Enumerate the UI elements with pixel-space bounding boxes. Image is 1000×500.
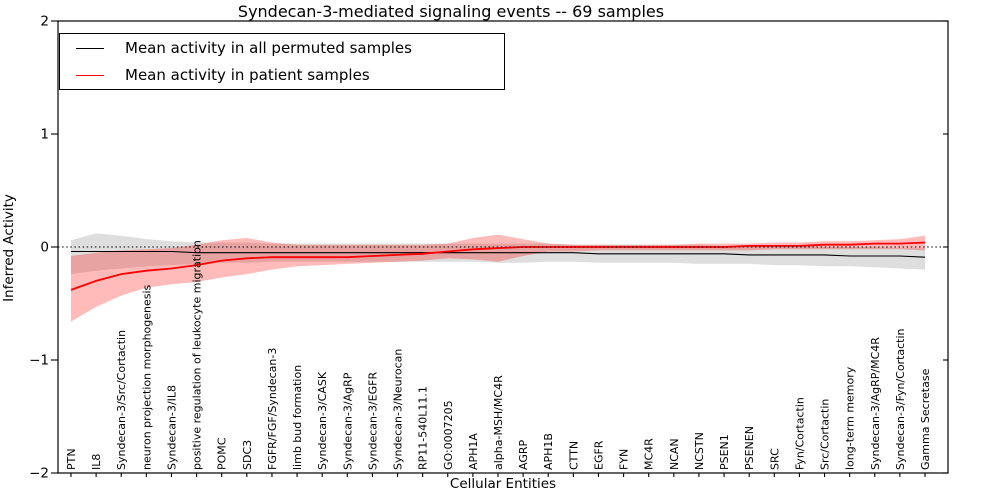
x-tick-label: Syndecan-3/Src/Cortactin	[115, 330, 128, 470]
x-tick-label: Gamma Secretase	[919, 368, 932, 470]
x-tick-label: APH1B	[542, 433, 555, 470]
x-tick-label: FYN	[618, 449, 631, 470]
series-lines-layer	[70, 241, 926, 291]
x-tick-label: Syndecan-3/Fyn/Cortactin	[894, 328, 907, 470]
x-tick-label: neuron projection morphogenesis	[140, 284, 153, 470]
x-tick-label: IL8	[90, 454, 103, 470]
x-tick-label: Syndecan-3/AgRP/MC4R	[869, 337, 882, 470]
x-tick-label: long-term memory	[844, 366, 857, 470]
x-tick-label: CTTN	[567, 441, 580, 470]
x-tick-label: RP11-540L11.1	[417, 386, 430, 470]
x-tick-label: POMC	[216, 437, 229, 470]
axis-ticks-layer	[51, 20, 948, 477]
x-tick-label: EGFR	[592, 440, 605, 470]
x-tick-label: Src/Cortactin	[819, 399, 832, 470]
x-tick-label: AGRP	[517, 440, 530, 470]
x-tick-label: NCSTN	[693, 432, 706, 470]
chart-title: Syndecan-3-mediated signaling events -- …	[237, 2, 665, 21]
x-tick-label: MC4R	[643, 438, 656, 470]
confidence-band-0	[71, 233, 925, 275]
legend-line-swatch-red	[76, 74, 104, 76]
y-tick-label: −1	[29, 353, 49, 369]
x-tick-label: Fyn/Cortactin	[793, 397, 806, 470]
x-tick-labels: PTN IL8 Syndecan-3/Src/Cortactin neuron pro…	[65, 240, 932, 470]
y-tick-labels: 43210−1−2−3−4	[29, 14, 49, 482]
x-tick-label: Syndecan-3/EGFR	[366, 372, 379, 470]
x-tick-label: Syndecan-3/AgRP	[341, 372, 354, 470]
y-tick-label: −2	[29, 466, 49, 482]
x-tick-label: Syndecan-3/CASK	[316, 371, 329, 470]
x-tick-label: GO:0007205	[442, 400, 455, 470]
legend-label-permuted: Mean activity in all permuted samples	[125, 39, 412, 57]
x-tick-label: Syndecan-3/IL8	[165, 385, 178, 470]
x-tick-label: SRC	[768, 448, 781, 470]
x-tick-label: FGFR/FGF/Syndecan-3	[266, 348, 279, 470]
y-tick-label: 2	[40, 14, 49, 30]
x-tick-label: limb bud formation	[291, 365, 304, 470]
series-line-1	[70, 241, 926, 291]
legend-item-patient: Mean activity in patient samples	[60, 64, 504, 86]
x-tick-label: positive regulation of leukocyte migrati…	[191, 240, 204, 470]
x-tick-label: alpha-MSH/MC4R	[492, 375, 505, 470]
x-tick-label: PTN	[65, 448, 78, 470]
legend-label-patient: Mean activity in patient samples	[125, 66, 370, 84]
x-tick-label: SDC3	[241, 440, 254, 470]
x-axis-label: Cellular Entities	[449, 476, 557, 492]
x-tick-label: NCAN	[668, 438, 681, 470]
legend-line-swatch-black	[76, 47, 104, 49]
legend-item-permuted: Mean activity in all permuted samples	[60, 37, 504, 59]
series-line-0	[71, 250, 926, 258]
x-tick-label: PSEN1	[718, 434, 731, 470]
y-tick-label: 1	[40, 127, 49, 143]
x-tick-label: PSENEN	[743, 426, 756, 470]
legend: Mean activity in all permuted samples Me…	[59, 33, 505, 90]
x-tick-label: APH1A	[467, 433, 480, 470]
y-tick-label: 0	[40, 240, 49, 256]
x-tick-label: Syndecan-3/Neurocan	[392, 349, 405, 470]
